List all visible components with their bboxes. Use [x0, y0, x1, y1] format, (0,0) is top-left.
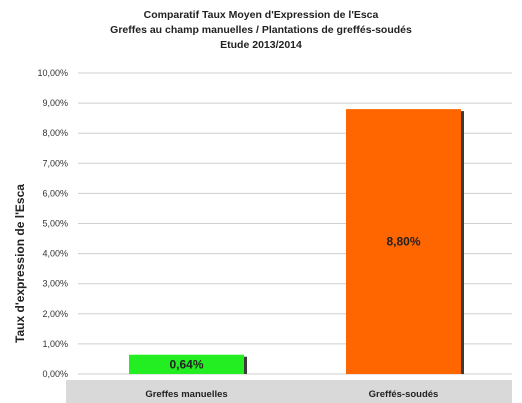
- y-tick-label: 5,00%: [42, 219, 68, 229]
- y-tick-label: 7,00%: [42, 158, 68, 168]
- y-axis-title: Taux d'expression de l'Esca: [13, 184, 27, 343]
- y-tick-label: 2,00%: [42, 309, 68, 319]
- bar: [346, 109, 461, 375]
- y-tick-label: 9,00%: [42, 98, 68, 108]
- chart-title-line-2: Greffes au champ manuelles / Plantations…: [110, 24, 412, 36]
- y-tick-label: 0,00%: [42, 369, 68, 379]
- bar: [129, 354, 244, 374]
- chart-title: Comparatif Taux Moyen d'Expression de l'…: [0, 8, 522, 53]
- y-axis-ticks: 0,00% 1,00% 2,00% 3,00% 4,00% 5,00% 6,00% 7,00%…: [37, 68, 68, 379]
- bar-value-label: 0,64%: [169, 357, 203, 371]
- y-tick-label: 1,00%: [42, 339, 68, 349]
- y-tick-label: 3,00%: [42, 279, 68, 289]
- y-tick-label: 6,00%: [42, 188, 68, 198]
- value-labels: 0,64% 8,80%: [169, 235, 420, 372]
- bars: [129, 109, 464, 375]
- category-axis-band: [66, 380, 512, 403]
- y-tick-label: 10,00%: [37, 68, 68, 78]
- bar-value-label: 8,80%: [386, 235, 420, 249]
- x-category-label: Greffes manuelles: [145, 389, 227, 400]
- x-category-label: Greffés-soudés: [369, 389, 439, 400]
- category-band: [66, 380, 512, 403]
- x-axis-categories: Greffes manuelles Greffés-soudés: [145, 389, 438, 400]
- y-tick-label: 4,00%: [42, 249, 68, 259]
- chart-title-line-1: Comparatif Taux Moyen d'Expression de l'…: [143, 9, 379, 21]
- y-tick-label: 8,00%: [42, 128, 68, 138]
- chart-title-line-3: Etude 2013/2014: [220, 39, 302, 51]
